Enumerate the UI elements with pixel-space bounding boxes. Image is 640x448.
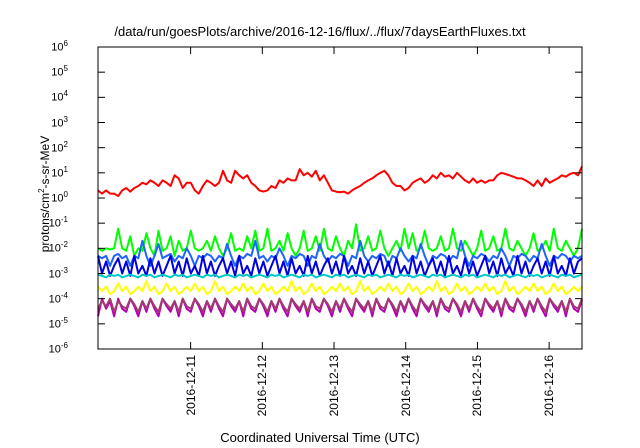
y-tick-label: 10-5 <box>49 316 68 331</box>
y-tick-label: 102 <box>51 140 68 155</box>
y-tick-base: 10 <box>51 117 64 130</box>
y-tick-exp: 6 <box>63 39 68 48</box>
y-tick-exp: 5 <box>63 64 68 74</box>
x-axis-label: Coordinated Universal Time (UTC) <box>220 430 420 445</box>
y-tick-exp: -1 <box>60 215 68 225</box>
series-line-7 <box>97 297 583 313</box>
y-tick-exp: -4 <box>60 290 68 300</box>
y-tick-base: 10 <box>51 192 64 205</box>
y-tick-label: 10-1 <box>49 215 68 230</box>
chart-title: /data/run/goesPlots/archive/2016-12-16/f… <box>114 24 526 39</box>
y-axis-label-rest: -s-sr-MeV <box>38 135 52 189</box>
y-tick-exp: 2 <box>63 139 68 149</box>
y-tick-exp: -2 <box>60 240 68 250</box>
x-tick-label: 2016-12-13 <box>327 355 342 417</box>
y-tick-exp: 3 <box>63 114 68 124</box>
y-tick-base: 10 <box>48 242 61 255</box>
y-tick-base: 10 <box>51 142 64 155</box>
y-tick-base: 10 <box>48 268 61 281</box>
x-tick-label: 2016-12-14 <box>398 355 413 417</box>
y-tick-exp: 1 <box>63 164 68 174</box>
tick-layer <box>98 46 582 350</box>
plot-frame <box>97 46 583 350</box>
y-tick-label: 10-3 <box>49 266 68 281</box>
y-axis-label: protons/cm2-s-sr-MeV <box>37 109 53 279</box>
y-tick-exp: -6 <box>60 341 68 350</box>
y-tick-exp: -5 <box>60 315 68 325</box>
series-line-6 <box>97 297 583 318</box>
y-tick-exp: 4 <box>63 89 68 99</box>
x-tick-label: 2016-12-15 <box>470 355 485 417</box>
y-tick-label: 10-2 <box>49 240 68 255</box>
y-tick-label: 105 <box>51 64 68 79</box>
series-line-0 <box>97 165 583 197</box>
x-tick-label: 2016-12-16 <box>542 355 557 417</box>
series-line-3 <box>97 254 583 277</box>
y-tick-base: 10 <box>48 293 61 306</box>
series-line-1 <box>97 223 583 257</box>
y-tick-label: 10-4 <box>49 291 68 306</box>
y-tick-base: 10 <box>51 66 64 79</box>
y-tick-exp: 0 <box>63 190 68 199</box>
y-tick-label: 100 <box>51 190 68 205</box>
y-tick-label: 103 <box>51 115 68 130</box>
x-tick-label: 2016-12-12 <box>255 355 270 417</box>
y-axis-label-base: protons/cm <box>38 192 52 253</box>
y-axis-label-exp: 2 <box>37 188 46 193</box>
series-line-5 <box>97 280 583 296</box>
y-tick-exp: -3 <box>60 265 68 275</box>
series-line-4 <box>97 273 583 279</box>
y-tick-base: 10 <box>48 217 61 230</box>
y-tick-base: 10 <box>48 343 61 356</box>
x-tick-label: 2016-12-11 <box>183 355 198 416</box>
y-tick-base: 10 <box>51 91 64 104</box>
y-tick-label: 101 <box>51 165 68 180</box>
y-tick-base: 10 <box>51 167 64 180</box>
y-tick-base: 10 <box>51 41 64 54</box>
series-layer <box>97 165 583 318</box>
y-tick-label: 10-6 <box>49 341 68 356</box>
y-tick-label: 104 <box>51 89 68 104</box>
series-line-2 <box>97 239 583 267</box>
y-tick-label: 106 <box>51 39 68 54</box>
y-tick-base: 10 <box>48 318 61 331</box>
